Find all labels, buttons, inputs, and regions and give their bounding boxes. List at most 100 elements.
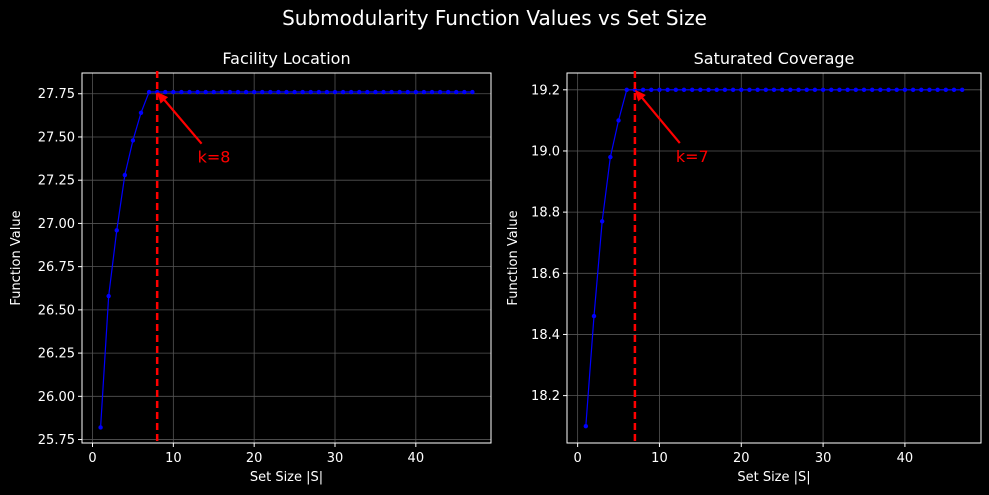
facility-location-plot: 0 10 20 30 40 25.75 26.00 26.25 26.50 26.75 27.00 2… bbox=[9, 49, 492, 485]
data-point bbox=[722, 87, 728, 93]
data-point bbox=[681, 87, 687, 93]
annotation-label: k=7 bbox=[676, 147, 709, 166]
y-tick-label: 27.00 bbox=[38, 217, 75, 232]
data-point bbox=[649, 87, 654, 93]
annotation-label: k=8 bbox=[198, 148, 231, 167]
data-point bbox=[227, 89, 233, 95]
data-point bbox=[861, 87, 867, 93]
x-tick-label: 40 bbox=[408, 451, 425, 466]
y-tick-label: 19.2 bbox=[531, 83, 560, 98]
data-point bbox=[599, 219, 605, 224]
x-tick-label: 10 bbox=[651, 451, 668, 466]
data-point bbox=[292, 89, 297, 95]
data-point bbox=[445, 89, 451, 95]
y-tick-label: 18.4 bbox=[531, 328, 560, 343]
data-point bbox=[357, 89, 362, 95]
data-point bbox=[755, 87, 760, 93]
data-point bbox=[820, 87, 826, 93]
annotation-arrowhead bbox=[157, 92, 169, 104]
data-point bbox=[698, 87, 703, 93]
data-point bbox=[268, 89, 273, 95]
annotation-arrow bbox=[159, 94, 203, 145]
data-point bbox=[616, 118, 621, 123]
x-tick-label: 30 bbox=[815, 451, 832, 466]
x-axis-label: Set Size |S| bbox=[737, 470, 810, 485]
data-point bbox=[373, 89, 378, 95]
data-point bbox=[869, 87, 875, 93]
data-point bbox=[927, 87, 932, 93]
y-tick-label: 18.2 bbox=[531, 389, 560, 404]
data-point bbox=[788, 87, 793, 93]
x-tick-label: 0 bbox=[573, 451, 581, 466]
y-tick-label: 25.75 bbox=[38, 433, 75, 448]
data-point bbox=[429, 89, 435, 95]
y-tick-label: 27.50 bbox=[38, 130, 75, 145]
data-point bbox=[332, 89, 338, 95]
data-point bbox=[413, 89, 419, 95]
x-tick-label: 20 bbox=[246, 451, 263, 466]
data-point bbox=[243, 89, 249, 95]
data-point bbox=[106, 293, 111, 299]
data-point bbox=[195, 89, 200, 95]
data-point bbox=[779, 87, 785, 93]
data-point bbox=[886, 87, 891, 93]
data-point bbox=[389, 89, 394, 95]
annotation-arrow bbox=[637, 92, 681, 144]
y-tick-label: 26.50 bbox=[38, 303, 75, 318]
data-point bbox=[910, 87, 916, 93]
data-point bbox=[919, 87, 924, 93]
data-point bbox=[640, 87, 646, 93]
x-tick-label: 40 bbox=[897, 451, 914, 466]
data-point bbox=[130, 138, 136, 143]
y-tick-label: 27.25 bbox=[38, 174, 75, 189]
data-point bbox=[381, 89, 386, 95]
data-point bbox=[812, 87, 818, 93]
y-tick-label: 27.75 bbox=[38, 87, 75, 102]
figure-title: Submodularity Function Values vs Set Siz… bbox=[282, 6, 707, 30]
data-point bbox=[591, 313, 597, 319]
data-point bbox=[405, 89, 410, 95]
data-point bbox=[454, 89, 459, 95]
data-point bbox=[657, 87, 662, 93]
x-tick-label: 20 bbox=[733, 451, 750, 466]
data-point bbox=[583, 423, 589, 429]
data-point bbox=[771, 87, 777, 93]
data-point bbox=[689, 87, 695, 93]
y-tick-label: 26.25 bbox=[38, 347, 75, 362]
plot-title: Saturated Coverage bbox=[694, 49, 855, 68]
data-point bbox=[219, 89, 225, 95]
data-point bbox=[348, 89, 354, 95]
data-point bbox=[284, 89, 289, 95]
data-point bbox=[763, 87, 769, 93]
data-point bbox=[804, 87, 809, 93]
data-point bbox=[171, 89, 176, 95]
data-point bbox=[894, 87, 899, 93]
data-point bbox=[340, 89, 346, 95]
data-point bbox=[203, 89, 208, 95]
y-tick-label: 18.6 bbox=[531, 267, 560, 282]
data-point bbox=[673, 87, 679, 93]
data-point bbox=[421, 89, 427, 95]
data-point bbox=[845, 87, 850, 93]
data-point bbox=[706, 87, 711, 93]
data-point bbox=[316, 89, 322, 95]
data-point bbox=[211, 89, 216, 95]
data-point bbox=[739, 87, 744, 93]
data-point bbox=[138, 110, 144, 115]
data-point bbox=[146, 89, 152, 95]
data-point bbox=[730, 87, 736, 93]
data-point bbox=[235, 89, 241, 95]
x-tick-label: 30 bbox=[327, 451, 344, 466]
x-tick-label: 0 bbox=[88, 451, 96, 466]
data-point bbox=[260, 89, 265, 95]
data-point bbox=[935, 87, 940, 93]
data-point bbox=[608, 154, 613, 160]
data-point bbox=[624, 87, 629, 93]
data-point bbox=[163, 89, 168, 95]
x-axis-label: Set Size |S| bbox=[250, 470, 323, 485]
y-tick-label: 26.00 bbox=[38, 390, 75, 405]
data-point bbox=[179, 89, 184, 95]
y-tick-label: 19.0 bbox=[531, 144, 560, 159]
data-point bbox=[837, 87, 842, 93]
data-point bbox=[951, 87, 957, 93]
